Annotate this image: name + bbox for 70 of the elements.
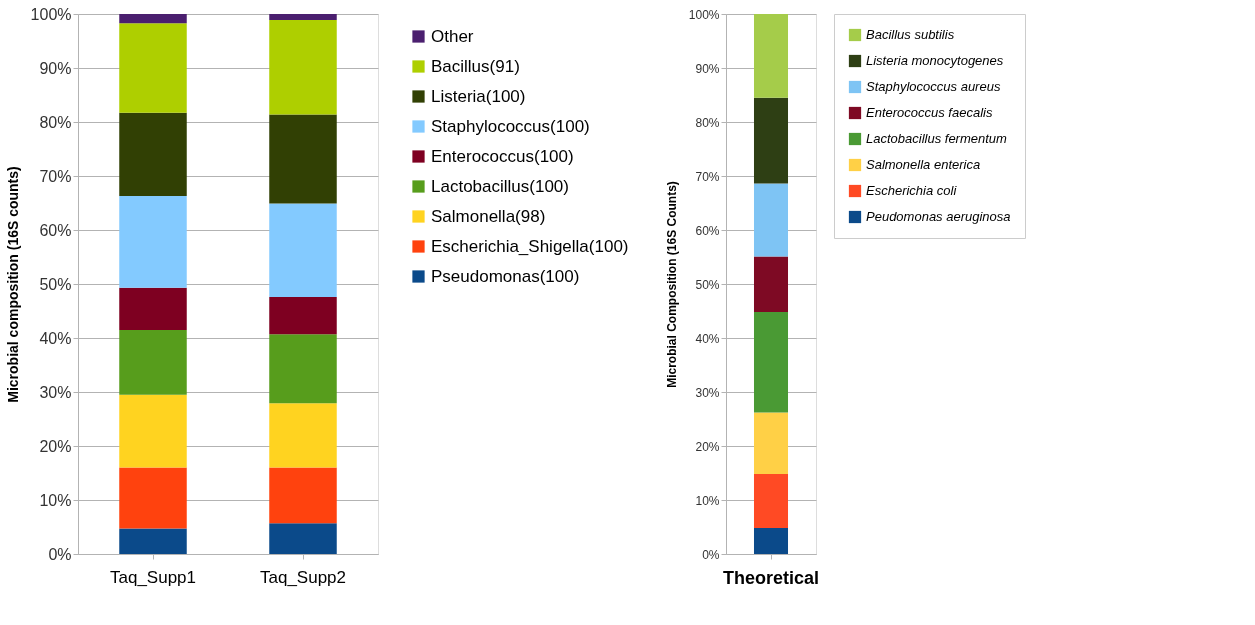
bar <box>269 523 337 554</box>
y-tick-label: 10% <box>39 491 72 509</box>
bar <box>753 528 789 554</box>
bar <box>119 287 187 330</box>
y-tick-label: 50% <box>39 275 72 293</box>
y-tick-label: 50% <box>695 277 720 292</box>
legend-label: Lactobacillus(100) <box>431 176 569 196</box>
legend-label: Bacillus subtilis <box>866 27 955 42</box>
x-tick-label: Taq_Supp1 <box>109 567 197 587</box>
y-tick-label: 40% <box>695 331 720 346</box>
legend-label: Enterococcus(100) <box>431 146 574 166</box>
bar <box>753 474 789 529</box>
legend-label: Pseudomonas(100) <box>431 266 580 286</box>
legend-label: Other <box>431 26 474 46</box>
bar <box>269 334 337 404</box>
bar <box>119 467 187 529</box>
x-tick-label: Taq_Supp2 <box>259 567 347 587</box>
legend-label: Staphylococcus(100) <box>431 116 590 136</box>
bar <box>119 112 187 196</box>
bar <box>119 14 187 24</box>
y-tick-label: 20% <box>695 439 720 454</box>
y-tick-label: 60% <box>39 221 72 239</box>
bar <box>753 97 789 184</box>
legend-label: Staphylococcus aureus <box>866 79 1001 94</box>
y-tick-label: 60% <box>695 223 720 238</box>
y-tick-label: 0% <box>702 547 720 562</box>
bar <box>753 412 789 475</box>
legend-label: Listeria monocytogenes <box>866 53 1004 68</box>
legend-label: Bacillus(91) <box>431 56 520 76</box>
legend-label: Salmonella enterica <box>866 157 981 172</box>
legend-label: Escherichia coli <box>866 183 958 198</box>
y-tick-label: 20% <box>39 437 72 455</box>
y-tick-label: 10% <box>695 493 720 508</box>
y-tick-label: 0% <box>48 545 72 563</box>
bar <box>269 403 337 468</box>
y-axis-title: Microbial composition (16S counts) <box>4 166 21 403</box>
bar <box>753 312 789 413</box>
legend-label: Enterococcus faecalis <box>866 105 993 120</box>
bar <box>119 195 187 288</box>
y-tick-label: 30% <box>695 385 720 400</box>
bar <box>753 183 789 257</box>
bar <box>269 114 337 204</box>
legend-label: Salmonella(98) <box>431 206 546 226</box>
legend-label: Lactobacillus fermentum <box>866 131 1008 146</box>
legend-label: Peudomonas aeruginosa <box>866 209 1011 224</box>
y-tick-label: 30% <box>39 383 72 401</box>
x-tick-label: Theoretical <box>722 567 820 588</box>
bar <box>119 329 187 395</box>
bar <box>119 23 187 113</box>
y-tick-label: 40% <box>39 329 72 347</box>
bar <box>269 14 337 20</box>
y-tick-label: 90% <box>695 61 720 76</box>
bar <box>119 528 187 554</box>
bar <box>753 256 789 313</box>
bar <box>269 203 337 297</box>
legend-label: Escherichia_Shigella(100) <box>431 236 629 256</box>
bar <box>269 296 337 335</box>
bar <box>269 467 337 524</box>
y-tick-label: 70% <box>695 169 720 184</box>
bar <box>753 14 789 98</box>
y-tick-label: 100% <box>30 5 72 23</box>
y-tick-label: 80% <box>39 113 72 131</box>
y-tick-label: 80% <box>695 115 720 130</box>
y-tick-label: 70% <box>39 167 72 185</box>
y-tick-label: 90% <box>39 59 72 77</box>
bar <box>119 394 187 468</box>
y-tick-label: 100% <box>688 7 720 22</box>
bar <box>269 19 337 115</box>
y-axis-title: Microbial Composition (16S Counts) <box>664 181 679 388</box>
legend-label: Listeria(100) <box>431 86 526 106</box>
